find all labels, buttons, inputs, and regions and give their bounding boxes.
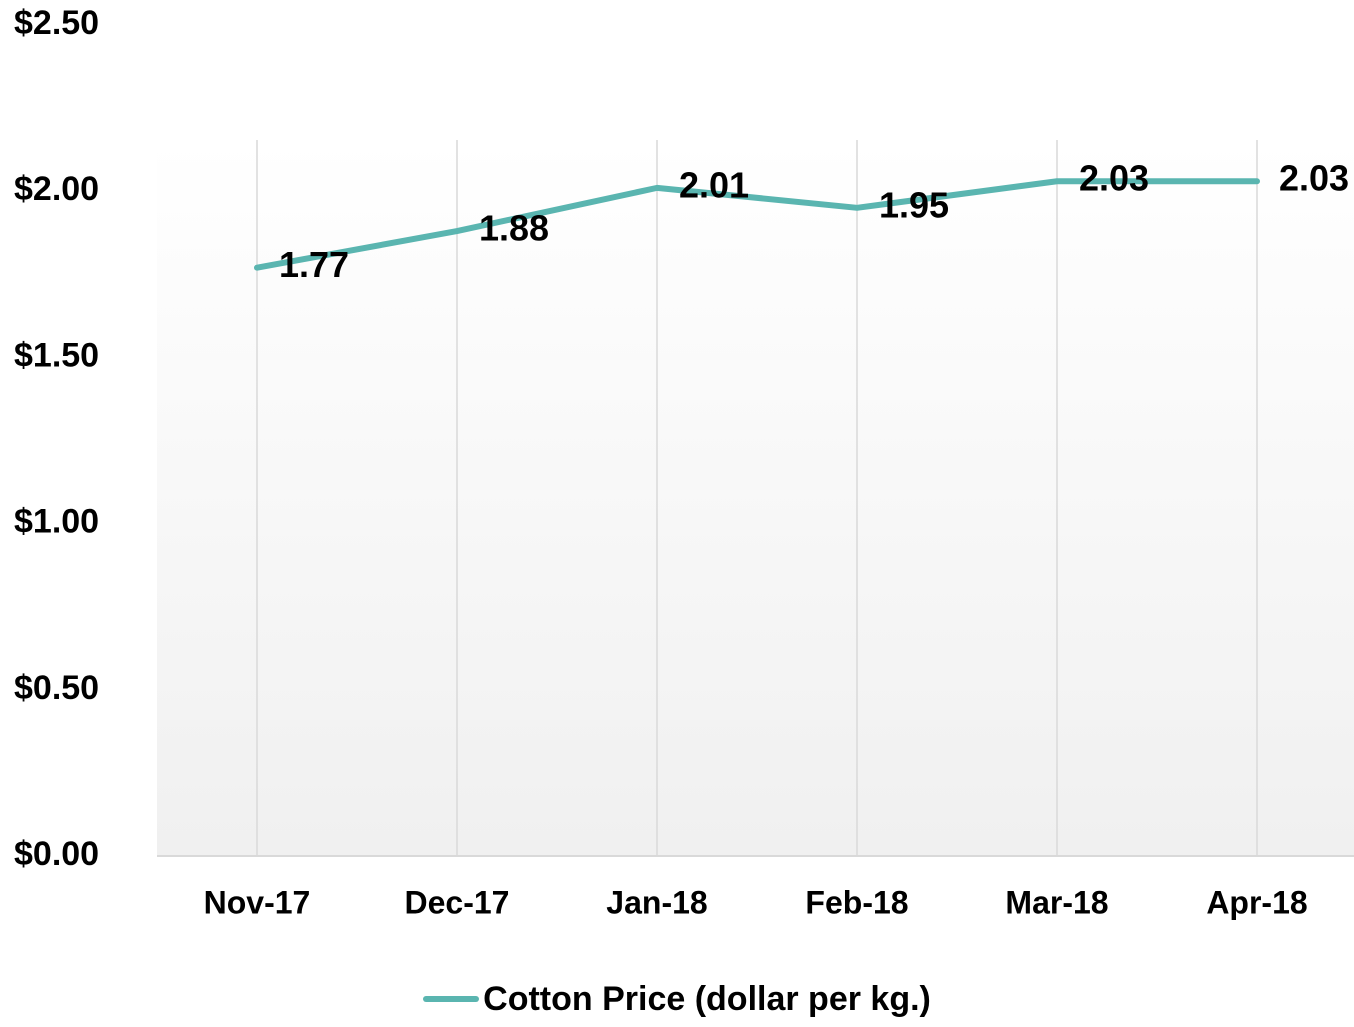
data-label: 1.95	[879, 184, 949, 225]
legend: Cotton Price (dollar per kg.)	[0, 975, 1354, 1023]
data-label: 1.88	[479, 208, 549, 249]
y-tick-label: $0.00	[14, 835, 99, 873]
y-tick-label: $2.00	[14, 170, 99, 208]
x-tick-label: Dec-17	[405, 884, 510, 920]
data-label: 1.77	[279, 244, 349, 285]
y-tick-label: $1.00	[14, 503, 99, 541]
x-tick-label: Nov-17	[204, 884, 311, 920]
y-tick-label: $2.50	[14, 4, 99, 42]
legend-line-swatch	[423, 996, 480, 1002]
plot-area	[157, 140, 1354, 856]
series-line	[254, 178, 1260, 271]
x-tick-label: Mar-18	[1005, 884, 1108, 920]
x-tick-label: Jan-18	[606, 884, 707, 920]
legend-label: Cotton Price (dollar per kg.)	[483, 979, 931, 1018]
x-tick-label: Apr-18	[1206, 884, 1307, 920]
data-label: 2.03	[1279, 158, 1349, 199]
data-label: 2.03	[1079, 158, 1149, 199]
data-label: 2.01	[679, 164, 749, 205]
x-tick-label: Feb-18	[805, 884, 908, 920]
y-tick-label: $0.50	[14, 669, 99, 707]
y-tick-label: $1.50	[14, 336, 99, 374]
